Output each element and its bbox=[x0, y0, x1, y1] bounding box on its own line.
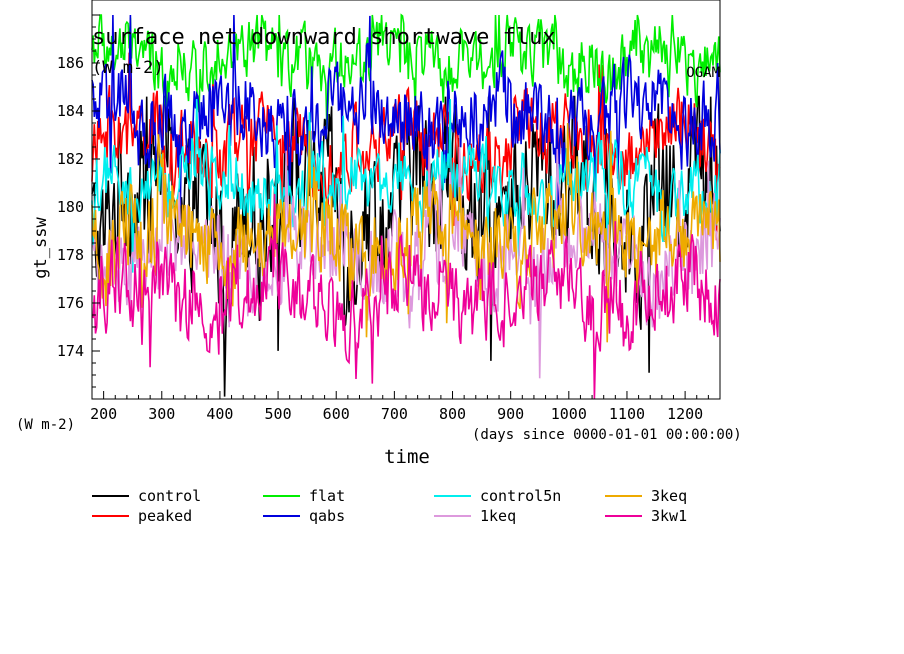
y-axis: 174 176 178 180 182 184 186 bbox=[57, 14, 100, 400]
x-units-note: (days since 0000-01-01 00:00:00) bbox=[472, 427, 742, 443]
legend-item-control: control bbox=[92, 487, 201, 505]
y-units-note: (W m-2) bbox=[16, 417, 75, 433]
legend-label: 3keq bbox=[651, 487, 687, 505]
legend-label: qabs bbox=[309, 507, 345, 525]
y-tick-label: 182 bbox=[57, 150, 84, 168]
x-tick-label: 1000 bbox=[551, 405, 587, 423]
x-tick-label: 1100 bbox=[609, 405, 645, 423]
legend-item-control5n: control5n bbox=[434, 487, 561, 505]
series-line-qabs bbox=[91, 14, 721, 220]
units-label: (W m-2) bbox=[92, 58, 164, 78]
legend-label: 3kw1 bbox=[651, 507, 687, 525]
legend: control peaked flat qabs control5n 1keq 3keq 3k… bbox=[92, 487, 687, 525]
y-tick-label: 174 bbox=[57, 342, 84, 360]
chart-title: surface net downward shortwave flux bbox=[92, 25, 556, 50]
x-tick-label: 600 bbox=[323, 405, 350, 423]
x-tick-label: 500 bbox=[265, 405, 292, 423]
legend-label: control5n bbox=[480, 487, 561, 505]
legend-label: peaked bbox=[138, 507, 192, 525]
legend-item-1keq: 1keq bbox=[434, 507, 516, 525]
x-axis-label: time bbox=[384, 446, 430, 468]
legend-item-flat: flat bbox=[263, 487, 345, 505]
legend-label: flat bbox=[309, 487, 345, 505]
x-axis: 200 300 400 500 600 700 800 900 1000 1100 1200 bbox=[90, 391, 721, 423]
x-tick-label: 400 bbox=[206, 405, 233, 423]
x-tick-label: 900 bbox=[497, 405, 524, 423]
x-tick-label: 800 bbox=[439, 405, 466, 423]
x-tick-label: 700 bbox=[381, 405, 408, 423]
series-line-3kw1 bbox=[91, 193, 721, 400]
series-line-flat bbox=[91, 13, 721, 130]
x-tick-label: 200 bbox=[90, 405, 117, 423]
series-layer bbox=[91, 13, 721, 400]
y-tick-label: 176 bbox=[57, 294, 84, 312]
legend-item-peaked: peaked bbox=[92, 507, 192, 525]
series-line-control5n bbox=[91, 98, 721, 273]
y-tick-label: 178 bbox=[57, 246, 84, 264]
x-tick-label: 1200 bbox=[667, 405, 703, 423]
legend-label: control bbox=[138, 487, 201, 505]
y-tick-label: 186 bbox=[57, 54, 84, 72]
legend-label: 1keq bbox=[480, 507, 516, 525]
corner-label: OGAM bbox=[686, 65, 720, 81]
legend-item-3kw1: 3kw1 bbox=[605, 507, 687, 525]
legend-item-3keq: 3keq bbox=[605, 487, 687, 505]
series-line-3keq bbox=[91, 122, 721, 343]
y-tick-label: 180 bbox=[57, 198, 84, 216]
y-tick-label: 184 bbox=[57, 102, 84, 120]
y-axis-label: gt_ssw bbox=[31, 217, 51, 279]
legend-item-qabs: qabs bbox=[263, 507, 345, 525]
x-tick-label: 300 bbox=[148, 405, 175, 423]
